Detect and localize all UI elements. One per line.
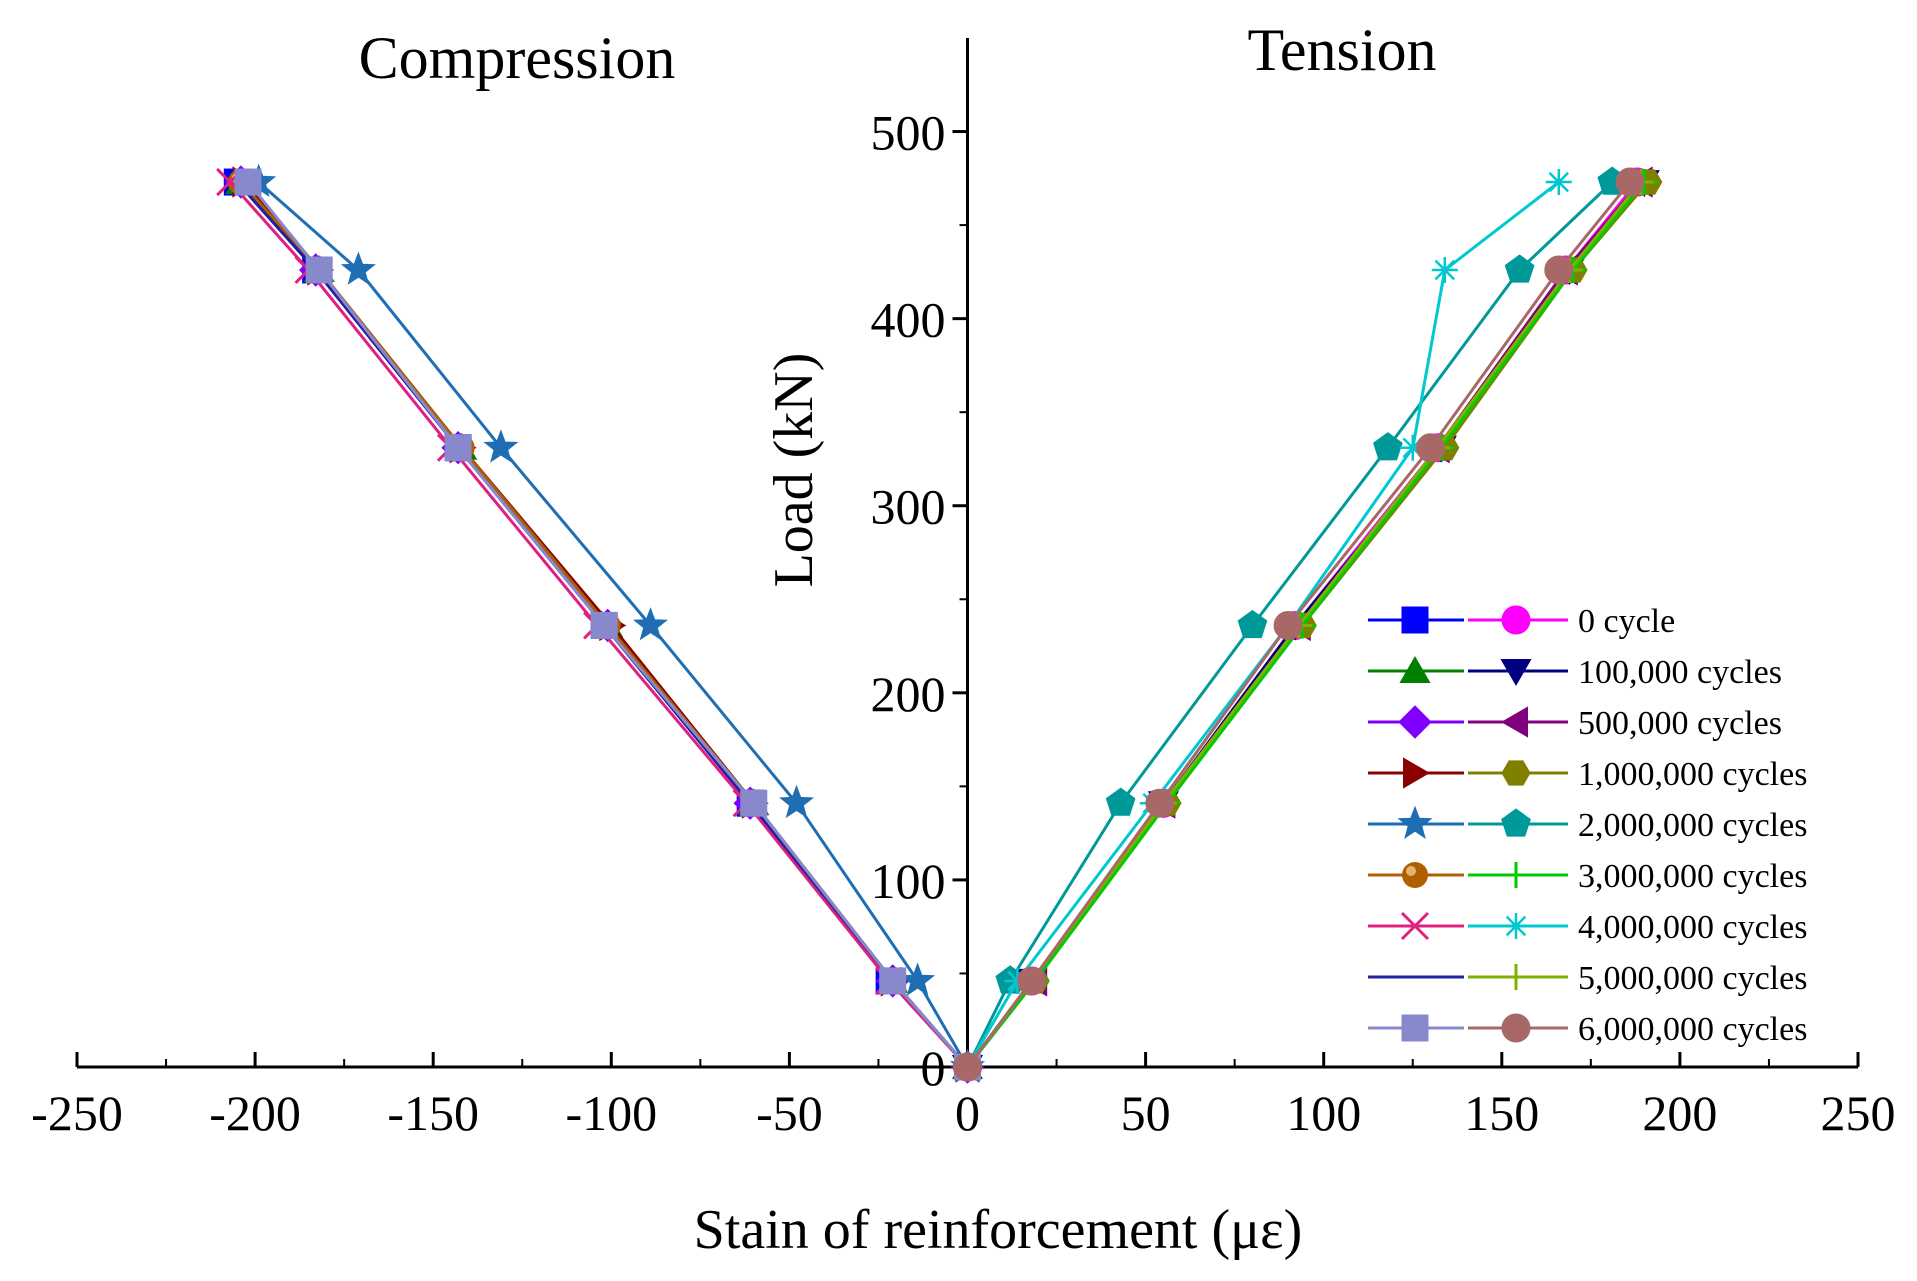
data-point	[1273, 610, 1303, 640]
data-point	[444, 434, 472, 462]
legend-label: 4,000,000 cycles	[1578, 909, 1807, 946]
legend-label: 3,000,000 cycles	[1578, 858, 1807, 895]
data-point	[1431, 256, 1458, 283]
data-point	[1145, 788, 1175, 818]
x-tick-label: 50	[1121, 1085, 1171, 1141]
series-s8c	[234, 168, 981, 1081]
y-axis-title: Load (kN)	[763, 353, 825, 588]
y-tick-label: 500	[871, 105, 946, 161]
legend-marker	[1501, 605, 1531, 635]
data-point	[234, 168, 262, 196]
legend-entry: 6,000,000 cycles	[1368, 1011, 1807, 1048]
legend-marker	[1401, 606, 1429, 634]
marker-highlight	[1406, 866, 1416, 876]
y-tick-label: 300	[871, 479, 946, 535]
legend-entry: 100,000 cycles	[1368, 654, 1782, 691]
data-point	[305, 256, 333, 284]
data-point	[1017, 966, 1047, 996]
legend-marker	[1501, 760, 1531, 786]
legend-marker	[1503, 964, 1529, 990]
legend-label: 100,000 cycles	[1578, 654, 1782, 691]
tension-label: Tension	[1247, 17, 1436, 83]
legend-marker	[1503, 862, 1529, 888]
x-tick-label: -50	[756, 1085, 823, 1141]
legend-entry: 500,000 cycles	[1368, 705, 1782, 742]
data-point	[1105, 787, 1136, 816]
data-point	[879, 967, 907, 995]
legend-marker	[1500, 659, 1532, 687]
data-point	[953, 1052, 982, 1082]
labels-layer: Compression Tension Stain of reinforceme…	[359, 17, 1437, 1261]
y-tick-label: 200	[871, 666, 946, 722]
data-point	[483, 429, 519, 463]
data-point	[590, 611, 618, 639]
data-point	[1237, 609, 1268, 639]
data-point	[1615, 167, 1645, 197]
compression-label: Compression	[359, 25, 676, 91]
x-tick-label: -250	[31, 1085, 123, 1141]
legend-marker	[1400, 911, 1430, 941]
marker-body	[1402, 862, 1428, 888]
series-s8t	[953, 167, 1645, 1082]
x-tick-label: -150	[387, 1085, 479, 1141]
legend-label: 500,000 cycles	[1578, 705, 1782, 742]
data-point	[1544, 255, 1574, 285]
legend-marker	[1403, 757, 1431, 789]
legend-marker	[1503, 913, 1529, 939]
data-point	[1504, 254, 1535, 283]
legend-entry: 4,000,000 cycles	[1368, 909, 1807, 946]
data-point	[1416, 433, 1446, 463]
legend-label: 2,000,000 cycles	[1578, 807, 1807, 844]
data-point	[1373, 432, 1403, 461]
legend-entry: 0 cycle	[1368, 603, 1675, 640]
data-point	[1545, 169, 1572, 196]
x-tick-label: 200	[1642, 1085, 1717, 1141]
x-tick-label: -200	[209, 1085, 301, 1141]
legend: 0 cycle 100,000 cycles 500,000 cycles 1,000…	[1368, 603, 1807, 1048]
data-point	[1399, 434, 1426, 461]
legend-marker	[1500, 706, 1528, 738]
legend-entry: 1,000,000 cycles	[1368, 756, 1807, 793]
legend-marker	[1401, 1014, 1429, 1042]
x-tick-label: 150	[1464, 1085, 1539, 1141]
series-layer	[216, 163, 1663, 1084]
legend-entry: 2,000,000 cycles	[1368, 805, 1807, 844]
legend-marker	[1399, 655, 1431, 683]
x-tick-label: 100	[1286, 1085, 1361, 1141]
y-tick-label: 400	[871, 292, 946, 348]
legend-marker	[1398, 705, 1432, 739]
data-point	[779, 784, 815, 819]
legend-entry: 3,000,000 cycles	[1368, 858, 1807, 895]
x-tick-label: 0	[955, 1085, 980, 1141]
axes: -250 -200 -150 -100 -50 0 50 100 150 200 250 0 100 20…	[31, 38, 1896, 1141]
legend-marker	[1501, 808, 1531, 837]
data-point	[340, 251, 376, 285]
data-point	[632, 607, 668, 641]
x-tick-label: 250	[1821, 1085, 1896, 1141]
data-point	[740, 789, 768, 817]
y-tick-label: 100	[871, 853, 946, 909]
y-tick-label: 0	[921, 1040, 946, 1096]
legend-label: 6,000,000 cycles	[1578, 1011, 1807, 1048]
legend-marker	[1402, 862, 1428, 888]
legend-label: 1,000,000 cycles	[1578, 756, 1807, 793]
x-tick-label: -100	[565, 1085, 657, 1141]
legend-label: 0 cycle	[1578, 603, 1675, 640]
legend-label: 5,000,000 cycles	[1578, 960, 1807, 997]
legend-marker	[1501, 1013, 1531, 1043]
legend-marker	[1397, 805, 1433, 839]
x-axis-title: Stain of reinforcement (μɛ)	[694, 1199, 1303, 1261]
legend-entry: 5,000,000 cycles	[1368, 960, 1807, 997]
